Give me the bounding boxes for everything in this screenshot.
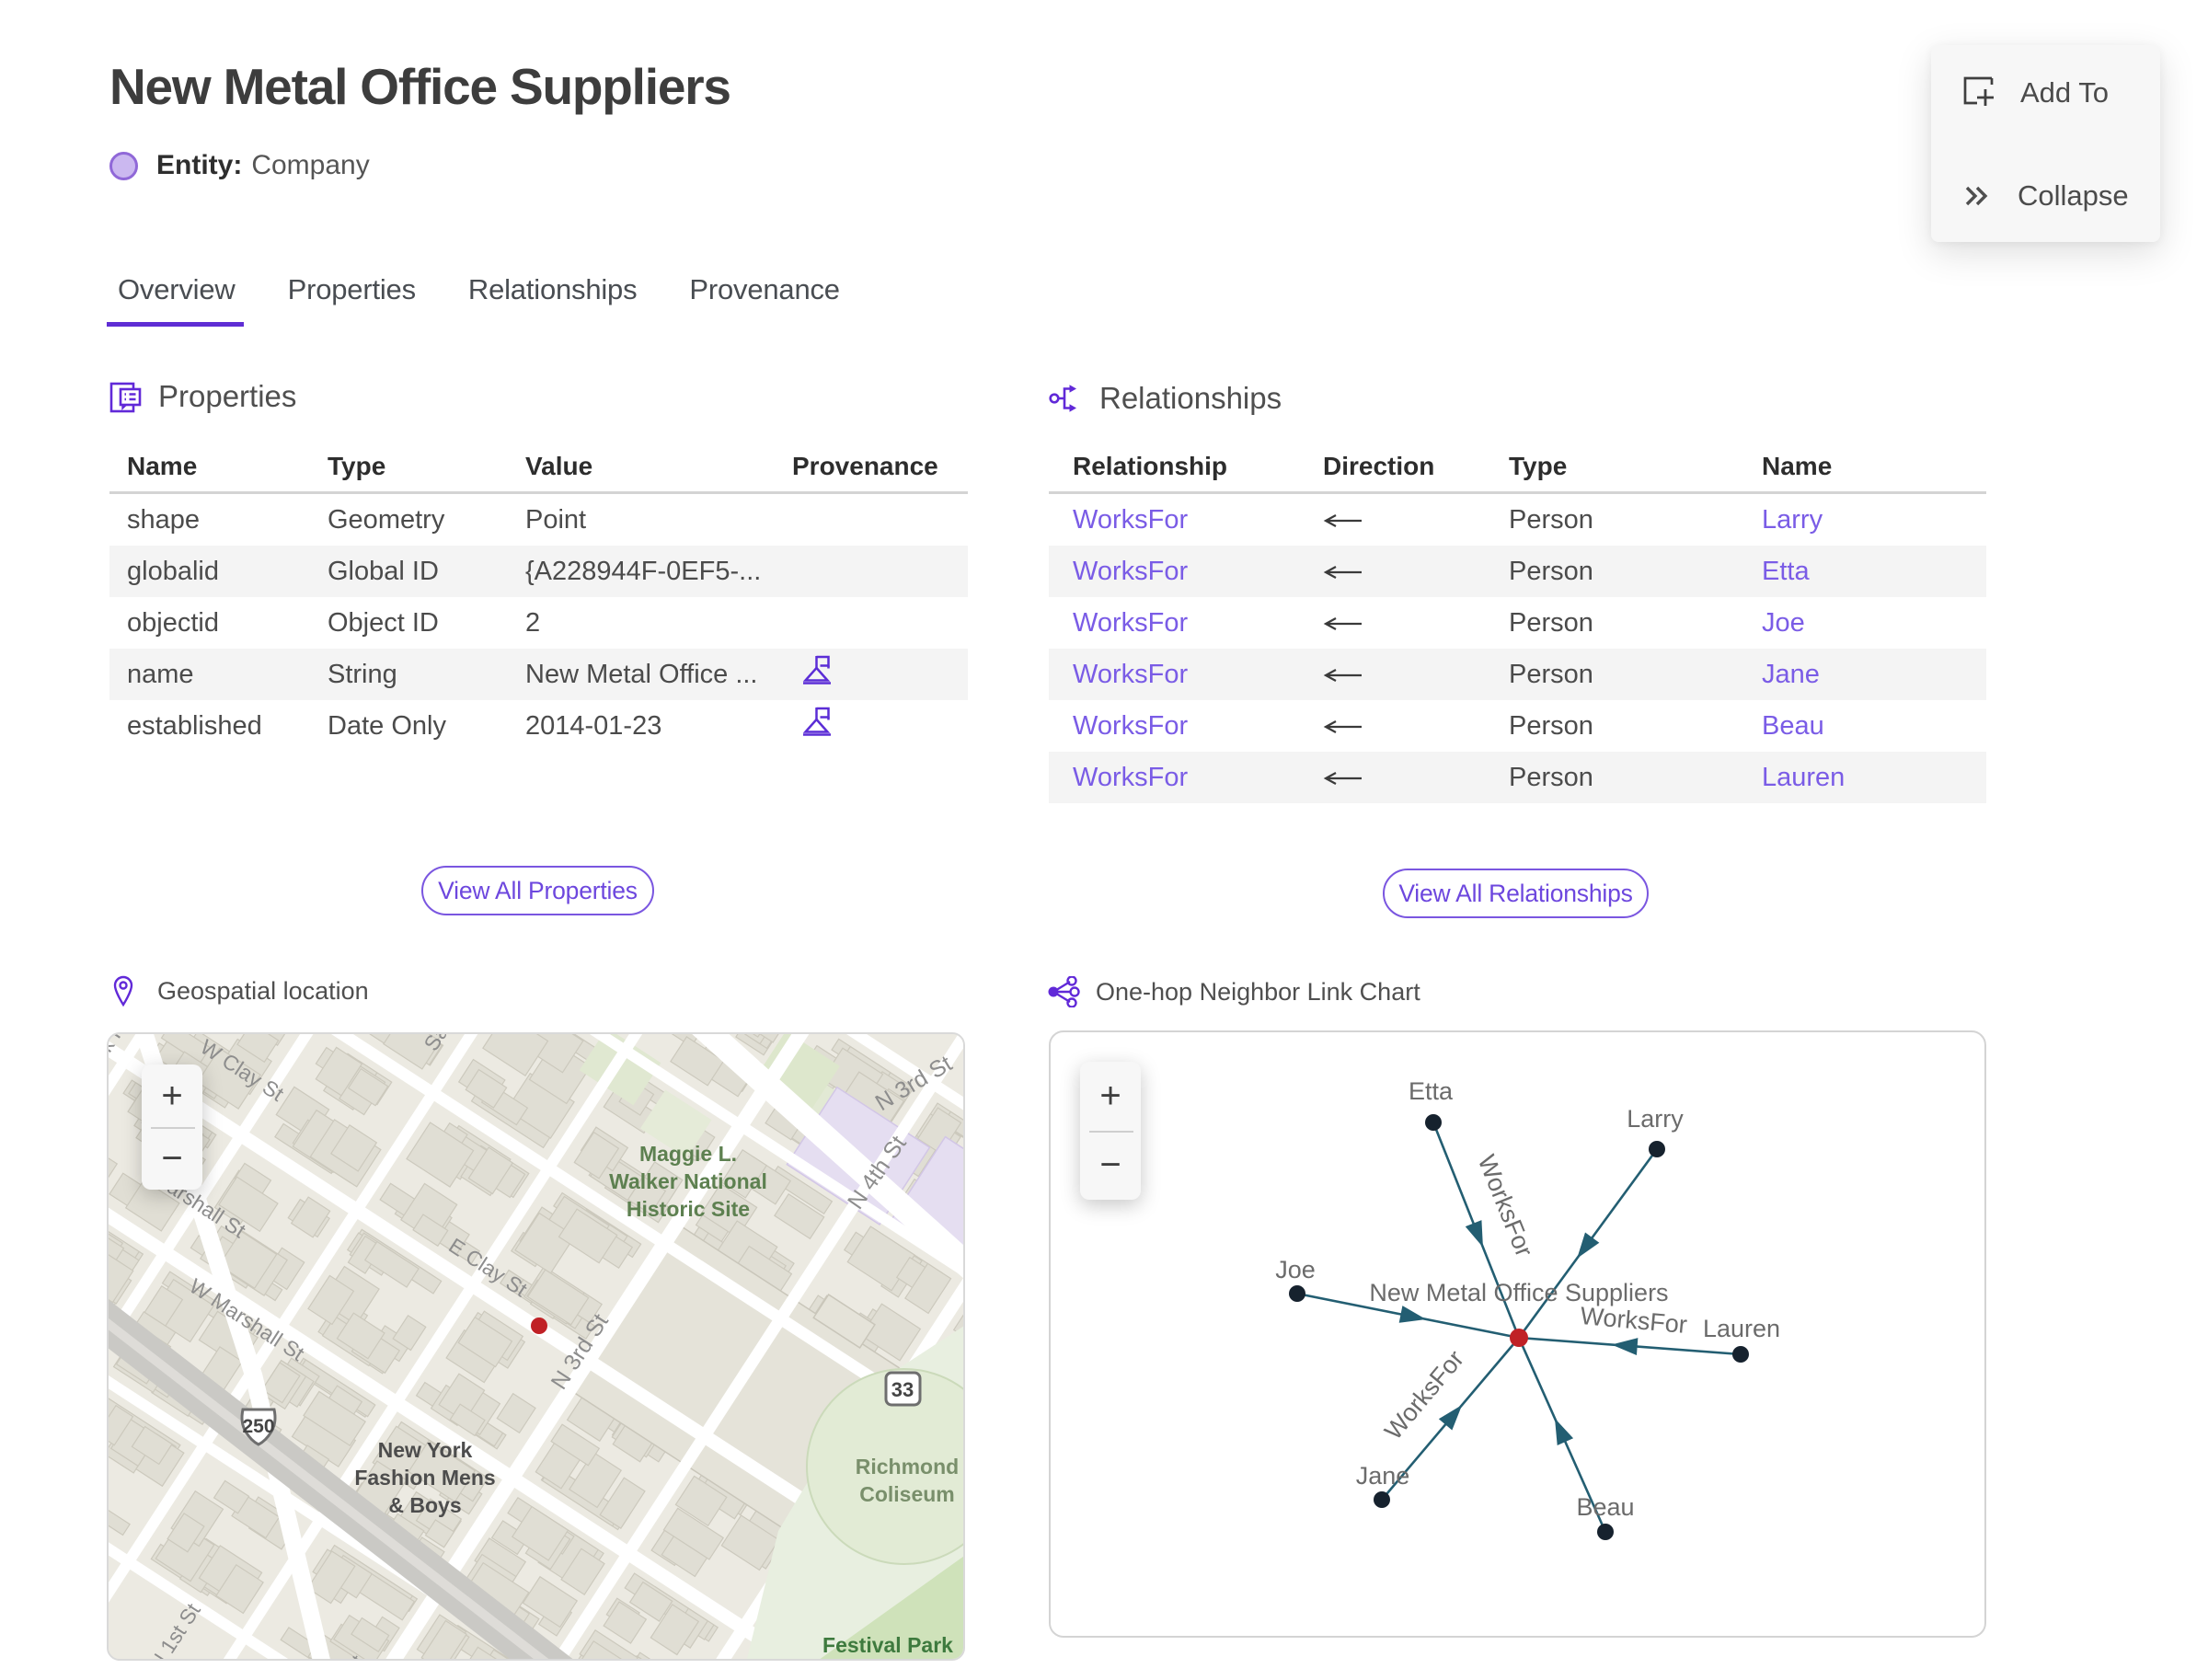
svg-text:Richmond: Richmond bbox=[856, 1455, 959, 1479]
svg-text:Walker National: Walker National bbox=[609, 1169, 767, 1193]
svg-text:& Boys: & Boys bbox=[388, 1493, 461, 1517]
svg-text:250: 250 bbox=[242, 1416, 274, 1437]
svg-text:Festival Park: Festival Park bbox=[822, 1633, 953, 1657]
svg-text:St: St bbox=[339, 1651, 370, 1661]
svg-text:Beau: Beau bbox=[1576, 1493, 1634, 1521]
svg-text:Etta: Etta bbox=[1409, 1077, 1454, 1105]
svg-text:Lauren: Lauren bbox=[1703, 1315, 1780, 1342]
svg-text:Historic Site: Historic Site bbox=[627, 1197, 750, 1221]
svg-text:Jane: Jane bbox=[1356, 1462, 1410, 1490]
svg-text:WorksFor: WorksFor bbox=[1579, 1302, 1688, 1339]
svg-text:New York: New York bbox=[378, 1438, 473, 1462]
svg-text:WorksFor: WorksFor bbox=[1379, 1345, 1469, 1445]
svg-text:Maggie L.: Maggie L. bbox=[639, 1142, 737, 1166]
svg-text:33: 33 bbox=[891, 1378, 914, 1401]
svg-text:New Metal Office Suppliers: New Metal Office Suppliers bbox=[1369, 1279, 1668, 1306]
svg-text:Fashion Mens: Fashion Mens bbox=[354, 1466, 495, 1490]
svg-text:Larry: Larry bbox=[1627, 1105, 1684, 1133]
svg-text:Coliseum: Coliseum bbox=[859, 1482, 955, 1506]
svg-text:Joe: Joe bbox=[1275, 1256, 1316, 1283]
